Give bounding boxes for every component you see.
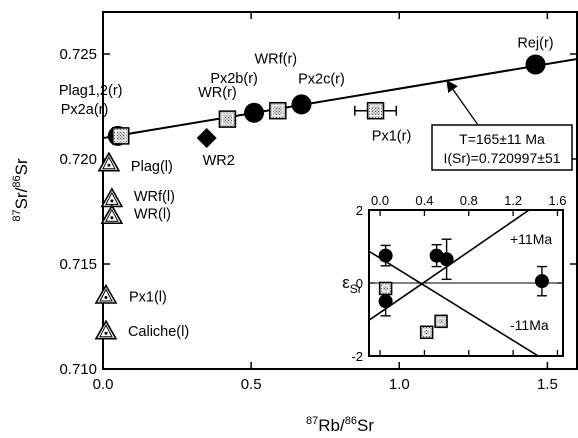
inset-y-tick-label: -2 — [351, 349, 363, 364]
caliche-l-triangle-marker-inner — [99, 324, 113, 338]
inset-point-2-square-marker-inner — [382, 284, 390, 292]
px2c-circle-marker — [291, 94, 312, 115]
px2a-r-label: Px2a(r) — [61, 102, 109, 118]
minus-11ma-line — [369, 250, 540, 356]
px2a-r-square-marker — [112, 127, 130, 145]
px2b-label: Px2b(r) — [210, 71, 258, 87]
wrf-r-label: WRf(r) — [254, 52, 297, 68]
inset-y-axis-title: εSr — [342, 273, 362, 296]
x-tick-label: 1.5 — [537, 376, 558, 393]
annotation-age: T=165±11 Ma — [459, 131, 545, 147]
plag-r-label: Plag1,2(r) — [59, 83, 123, 99]
x-axis-title: 87Rb/86Sr — [306, 415, 374, 435]
isochron-line — [102, 57, 578, 140]
y-axis-title: 87Sr/86Sr — [11, 158, 31, 222]
px2a-r-square-marker-inner — [115, 130, 127, 142]
inset-point-1-circle-marker — [378, 294, 393, 309]
wr-l-label: WR(l) — [134, 207, 171, 223]
inset-line-label-minus: -11Ma — [510, 317, 549, 333]
wr-l-triangle-marker-inner — [105, 208, 119, 222]
wrf-r-square-marker-inner — [272, 105, 284, 117]
wr-r-square-marker — [218, 110, 237, 128]
inset-x-tick-label: 0.0 — [371, 193, 389, 208]
inset-point-2-square-marker — [378, 281, 393, 296]
y-tick-label: 0.710 — [59, 361, 97, 378]
plus-11ma-line — [369, 210, 531, 321]
annotation-initial-ratio: I(Sr)=0.720997±51 — [443, 150, 560, 166]
inset-point-6-square-marker-inner — [423, 328, 431, 336]
inset-y-tick-label: 2 — [356, 203, 363, 218]
caliche-l-label: Caliche(l) — [128, 324, 189, 340]
inset-point-7-square-marker — [434, 314, 448, 329]
inset-x-tick-label: 1.2 — [504, 193, 522, 208]
x-tick-label: 0.0 — [93, 376, 114, 393]
px1-r-square-marker-inner — [370, 105, 382, 117]
px1-r-square-marker — [366, 101, 385, 120]
x-tick-label: 1.0 — [389, 376, 410, 393]
wr-r-square-marker-inner — [221, 113, 233, 125]
inset-point-5-circle-marker — [534, 274, 549, 289]
px1-l-triangle-marker-dot — [104, 296, 108, 299]
y-tick-label: 0.725 — [59, 46, 97, 63]
y-tick-label: 0.720 — [59, 151, 97, 168]
isochron-annotation: T=165±11 Ma I(Sr)=0.720997±51 — [431, 80, 573, 171]
px1-l-label: Px1(l) — [129, 290, 167, 306]
x-tick-label: 0.5 — [241, 376, 262, 393]
wr2-label: WR2 — [203, 153, 235, 169]
px1-r-label: Px1(r) — [372, 129, 411, 145]
plag-l-triangle-marker-dot — [107, 163, 111, 167]
plag-l-label: Plag(l) — [131, 159, 173, 175]
inset-x-tick-label: 0.8 — [460, 193, 478, 208]
y-tick-label: 0.715 — [59, 256, 97, 273]
wr2-diamond-marker — [196, 128, 217, 148]
px2c-label: Px2c(r) — [298, 71, 345, 87]
rej-circle-marker — [525, 54, 546, 75]
annotation-arrow — [446, 80, 479, 126]
inset-point-0-circle-marker — [378, 248, 393, 263]
inset-x-tick-label: 1.6 — [548, 193, 566, 208]
annotation-box — [431, 124, 573, 171]
inset-point-4-circle-marker — [439, 252, 454, 267]
px1-l-triangle-marker-inner — [99, 288, 113, 302]
inset-point-6-square-marker — [419, 325, 434, 340]
inset-line-label-plus: +11Ma — [510, 231, 552, 247]
inset-point-7-square-marker-inner — [437, 317, 445, 325]
wrf-l-label: WRf(l) — [134, 189, 175, 205]
caliche-l-triangle-marker-dot — [104, 331, 108, 335]
inset-x-tick-label: 0.4 — [415, 193, 433, 208]
inset-y-tick-label: 0 — [356, 276, 363, 291]
wrf-l-triangle-marker-dot — [110, 199, 114, 203]
wr-l-triangle-marker-dot — [110, 216, 114, 220]
plag-l-triangle-marker-inner — [102, 156, 116, 170]
rej-label: Rej(r) — [517, 36, 553, 52]
wrf-r-square-marker — [269, 101, 287, 120]
wr-r-label: WR(r) — [198, 85, 237, 101]
px2b-circle-marker — [244, 102, 265, 123]
